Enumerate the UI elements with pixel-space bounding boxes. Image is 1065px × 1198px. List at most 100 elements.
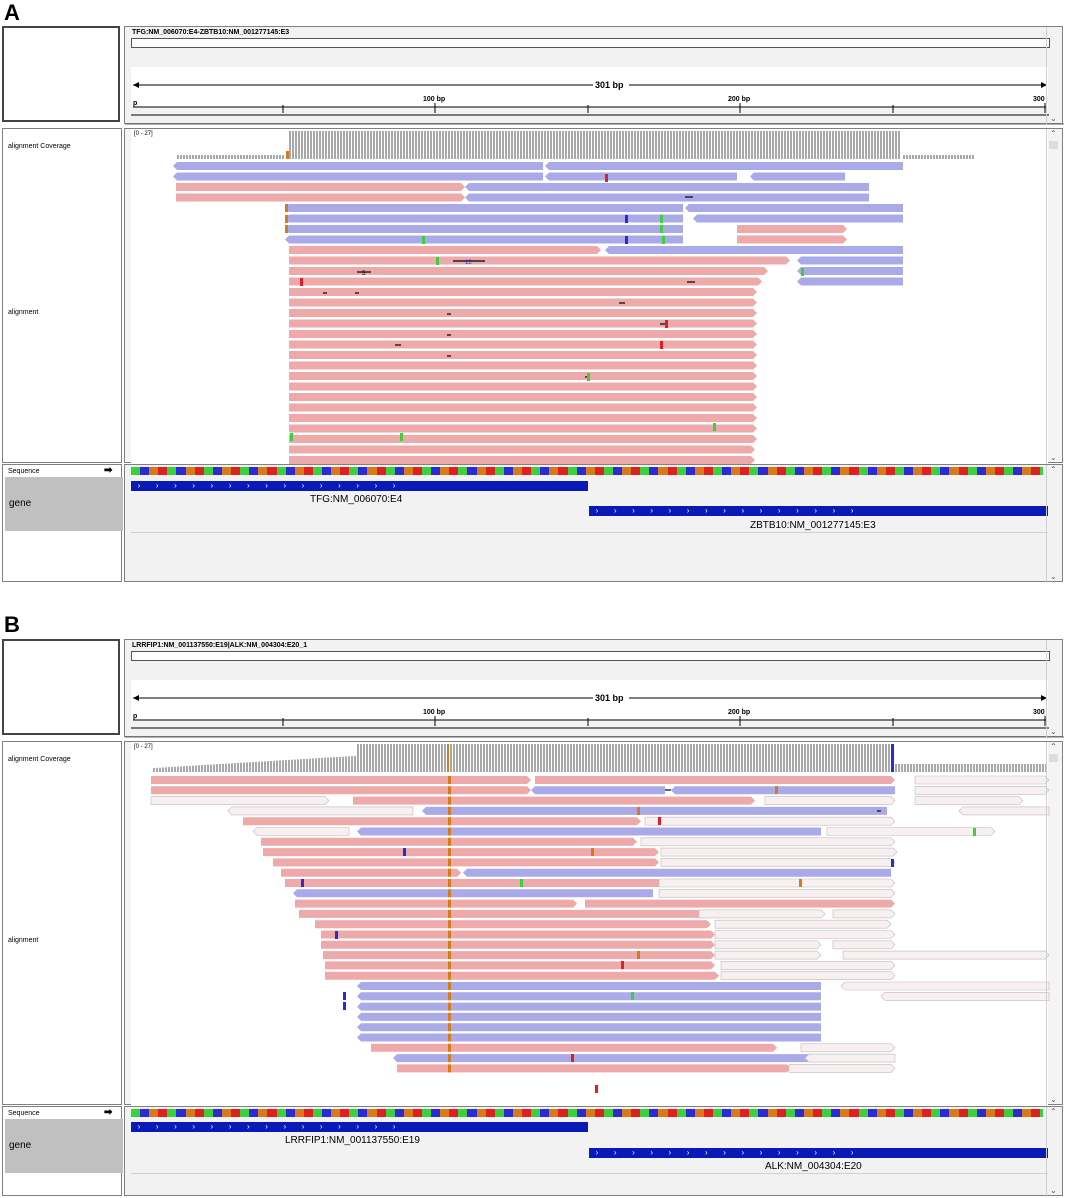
aligned-read[interactable] [285,235,683,244]
aligned-read[interactable] [714,930,896,939]
aligned-read[interactable] [289,456,755,464]
aligned-read[interactable] [357,992,821,1001]
aligned-read[interactable] [531,786,665,795]
aligned-read[interactable] [535,776,895,784]
aligned-read[interactable] [285,204,683,212]
aligned-read[interactable] [151,786,531,795]
aligned-read[interactable] [176,183,465,191]
aligned-read[interactable] [585,899,895,908]
aligned-read[interactable] [693,214,903,223]
data-panel[interactable]: [0 - 27] ⌃ ⌄ [124,741,1064,1106]
aligned-read[interactable] [289,361,757,370]
aligned-read[interactable] [173,172,543,181]
scroll-thumb[interactable] [1049,754,1058,762]
aligned-read[interactable] [685,204,903,212]
aligned-read[interactable] [289,414,757,422]
sequence-track-name[interactable]: Sequence [8,468,40,475]
aligned-read[interactable] [325,961,715,970]
aligned-read[interactable] [465,193,869,202]
chevron-down-icon[interactable]: ⌄ [1050,727,1057,736]
aligned-read[interactable] [357,982,821,990]
data-scrollbar[interactable]: ⌃ ⌄ [1046,742,1060,1106]
aligned-read[interactable] [357,1002,821,1011]
aligned-read[interactable] [357,1033,821,1042]
aligned-read[interactable] [463,868,891,877]
aligned-read[interactable] [797,256,903,265]
aligned-read[interactable] [321,940,715,949]
gene-track-name-box[interactable]: gene [5,1119,123,1173]
chevron-down-icon[interactable]: ⌄ [1050,572,1057,581]
coverage-track-name[interactable]: alignment Coverage [8,143,71,150]
aligned-read[interactable] [840,981,1050,991]
gene-feature-1[interactable]: › › › › › › › › › › › › › › › [131,1122,588,1132]
aligned-read[interactable] [150,796,330,805]
aligned-read[interactable] [289,382,757,391]
alignment-track-b[interactable] [125,742,1064,1106]
aligned-read[interactable] [299,909,711,918]
aligned-read[interactable] [804,1053,896,1063]
aligned-read[interactable] [720,961,896,970]
aligned-read[interactable] [914,775,1050,785]
aligned-read[interactable] [289,246,601,254]
aligned-read[interactable] [289,288,757,296]
aligned-read[interactable] [832,940,896,950]
aligned-read[interactable] [826,827,996,836]
aligned-read[interactable] [720,971,896,980]
aligned-read[interactable] [289,298,757,307]
chevron-up-icon[interactable]: ⌃ [1050,1107,1057,1116]
aligned-read[interactable] [289,330,757,338]
aligned-read[interactable] [293,889,653,898]
alignment-track-name[interactable]: alignment [8,309,39,316]
aligned-read[interactable] [737,235,847,244]
aligned-read[interactable] [914,785,1050,795]
scroll-thumb[interactable] [1049,141,1058,149]
gene-track-name-box[interactable]: gene [5,477,123,531]
aligned-read[interactable] [737,225,847,233]
feature-scrollbar[interactable]: ⌃ ⌄ [1046,465,1060,583]
aligned-read[interactable] [289,435,757,443]
aligned-read[interactable] [800,1043,896,1053]
aligned-read[interactable] [289,277,762,286]
aligned-read[interactable] [371,1043,777,1052]
aligned-read[interactable] [285,214,683,223]
aligned-read[interactable] [788,1064,896,1073]
aligned-read[interactable] [289,424,757,433]
aligned-read[interactable] [422,806,887,815]
gene-feature-2[interactable]: › › › › › › › › › › › › › › › [589,1148,1048,1158]
gene-feature-2[interactable]: › › › › › › › › › › › › › › › [589,506,1048,516]
chevron-down-icon[interactable]: ⌄ [1050,1186,1057,1195]
aligned-read[interactable] [243,817,641,826]
aligned-read[interactable] [321,930,715,939]
aligned-read[interactable] [151,776,531,784]
aligned-read[interactable] [842,950,1050,960]
aligned-read[interactable] [227,806,414,816]
aligned-read[interactable] [315,920,711,929]
aligned-read[interactable] [397,1064,791,1073]
aligned-read[interactable] [714,940,822,950]
coverage-track-name[interactable]: alignment Coverage [8,756,71,763]
chevron-up-icon[interactable]: ⌃ [1050,465,1057,474]
aligned-read[interactable] [289,403,757,412]
aligned-read[interactable] [698,909,826,919]
aligned-read[interactable] [357,827,821,836]
aligned-read[interactable] [289,267,768,275]
aligned-read[interactable] [640,837,896,847]
chevron-down-icon[interactable]: ⌄ [1050,453,1057,462]
aligned-read[interactable] [357,1023,821,1032]
chromosome-ideogram[interactable] [131,651,1050,661]
aligned-read[interactable] [714,950,822,960]
aligned-read[interactable] [289,340,757,349]
strand-arrow-icon[interactable]: ➡ [104,1107,113,1118]
aligned-read[interactable] [660,858,896,867]
aligned-read[interactable] [289,319,757,328]
aligned-read[interactable] [176,193,465,202]
aligned-read[interactable] [660,847,898,857]
aligned-read[interactable] [173,162,543,170]
chevron-up-icon[interactable]: ⌃ [1050,742,1057,751]
aligned-read[interactable] [289,372,757,380]
aligned-read[interactable] [289,309,757,317]
aligned-read[interactable] [958,806,1050,816]
aligned-read[interactable] [252,827,350,836]
ruler-scrollbar[interactable]: ⌄ [1046,27,1060,125]
aligned-read[interactable] [545,162,903,170]
